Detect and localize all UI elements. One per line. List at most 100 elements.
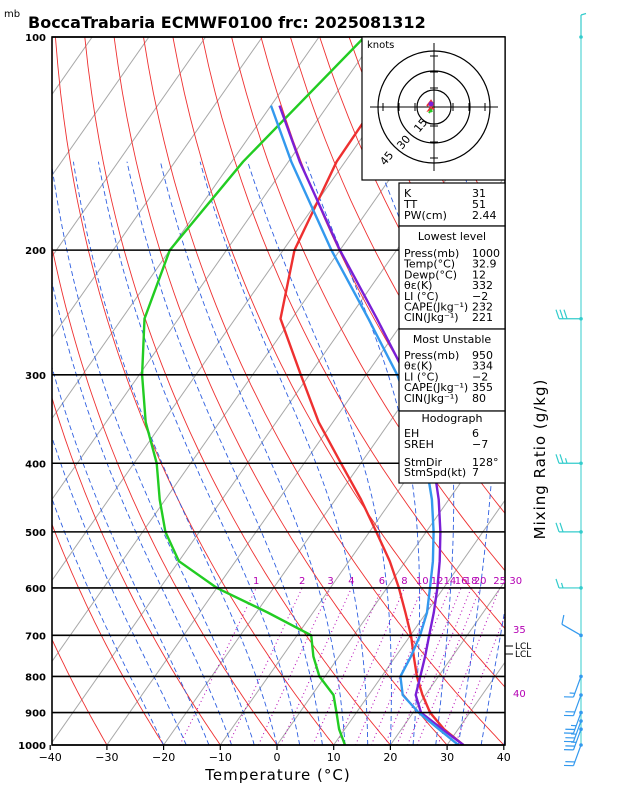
isotherm-line xyxy=(389,580,505,745)
index-label: CIN(Jkg⁻¹) xyxy=(404,311,459,324)
mixing-ratio-label: 16 xyxy=(455,576,468,587)
hodograph-ticks xyxy=(370,43,498,171)
index-value: 51 xyxy=(472,198,486,211)
mixing-ratio-label: 3 xyxy=(327,576,333,587)
dry-adiabat-line xyxy=(54,37,335,745)
wind-barb xyxy=(563,743,583,767)
index-value: 6 xyxy=(472,427,479,440)
dry-adiabat-line xyxy=(555,37,618,745)
wind-barb xyxy=(555,309,583,321)
mixing-ratio-axis-label: Mixing Ratio (g/kg) xyxy=(531,379,549,540)
moist-adiabat-line xyxy=(97,161,301,745)
mixing-ratio-label: 6 xyxy=(379,576,385,587)
pressure-tick-label: 800 xyxy=(25,672,46,683)
mixing-ratio-line xyxy=(355,587,423,745)
isotherm-line xyxy=(276,418,505,745)
isotherm-line xyxy=(333,499,505,745)
mixing-ratio-label: 20 xyxy=(474,576,487,587)
isotherm-line xyxy=(106,175,505,745)
mixing-ratio-line xyxy=(336,587,405,745)
x-axis-label: Temperature (°C) xyxy=(204,766,350,784)
chart-title: BoccaTrabaria ECMWF0100 frc: 2025081312 xyxy=(28,13,426,32)
index-value: 2.44 xyxy=(472,209,497,222)
index-value: 31 xyxy=(472,187,486,200)
mixing-ratio-label: 18 xyxy=(465,576,478,587)
mixing-ratio-line xyxy=(437,587,501,745)
mixing-ratio-line xyxy=(227,587,303,745)
temperature-tick-label: 20 xyxy=(383,751,397,764)
index-section-title: Lowest level xyxy=(418,230,486,243)
isotherm-line xyxy=(52,37,320,420)
pressure-tick-label: 700 xyxy=(25,631,46,642)
wind-barb xyxy=(563,719,583,743)
moist-adiabat-line xyxy=(199,161,369,745)
temperature-tick-label: 10 xyxy=(327,751,341,764)
stability-indices: K 31 TT 51 PW(cm) 2.44 Lowest level Press(mb) 10… xyxy=(398,182,506,484)
dry-adiabat-line xyxy=(52,396,221,745)
index-value: 232 xyxy=(472,301,493,314)
mixing-ratio-label: 8 xyxy=(401,576,407,587)
indices-box xyxy=(398,225,506,330)
hodograph: knots 15 30 45 xyxy=(361,36,506,181)
isotherm-line xyxy=(52,37,93,96)
indices-box xyxy=(398,410,506,484)
temperature-tick-label: 30 xyxy=(440,751,454,764)
pressure-tick-label: 200 xyxy=(25,246,46,257)
mixing-ratio-line xyxy=(370,587,438,745)
index-label: Temp(°C) xyxy=(403,258,455,271)
dry-adiabat-line xyxy=(260,37,505,515)
index-value: 355 xyxy=(472,381,493,394)
temperature-tick-label: −40 xyxy=(39,751,62,764)
index-value: −2 xyxy=(472,290,488,303)
dry-adiabat-line xyxy=(495,37,505,57)
wind-barbs xyxy=(555,12,587,767)
mixing-ratio-line xyxy=(257,587,332,745)
virtual-profile-line xyxy=(269,105,460,745)
index-label: CAPE(Jkg⁻¹) xyxy=(404,381,468,394)
index-label: EH xyxy=(404,427,419,440)
dry-adiabat-line xyxy=(143,37,505,745)
dry-adiabat-line xyxy=(172,37,505,688)
mixing-ratio-line xyxy=(280,587,352,745)
wind-barb xyxy=(579,12,587,39)
isotherm-line xyxy=(52,37,150,177)
mixing-ratio-label: 10 xyxy=(416,576,429,587)
index-label: θε(K) xyxy=(404,360,432,373)
mixing-ratio-label: 4 xyxy=(348,576,354,587)
index-value: 1000 xyxy=(472,247,500,260)
index-label: θε(K) xyxy=(404,279,432,292)
wind-barb xyxy=(563,693,583,717)
mixing-ratio-label: 12 xyxy=(431,576,444,587)
dry-adiabat-line xyxy=(52,245,278,745)
dry-adiabat-line xyxy=(52,638,108,745)
hodograph-unit-label: knots xyxy=(367,40,394,51)
lcl-markers: LCL LCL xyxy=(505,642,531,660)
index-value: 12 xyxy=(472,268,486,281)
mixing-ratio-line xyxy=(454,614,505,745)
pressure-tick-label: 400 xyxy=(25,459,46,470)
mixing-ratio-label: 40 xyxy=(513,689,526,700)
index-label: PW(cm) xyxy=(404,209,447,222)
index-value: 80 xyxy=(472,392,486,405)
pressure-tick-label: 600 xyxy=(25,584,46,595)
isotherm-line xyxy=(52,37,433,582)
temperature-tick-label: −30 xyxy=(95,751,118,764)
index-label: Press(mb) xyxy=(404,247,459,260)
index-label: CAPE(Jkg⁻¹) xyxy=(404,301,468,314)
index-value: 334 xyxy=(472,360,493,373)
mixing-ratio-line xyxy=(312,587,383,745)
index-label: LI (°C) xyxy=(404,290,439,303)
wind-barb xyxy=(563,674,583,698)
index-label: TT xyxy=(403,198,418,211)
moist-adiabat-line xyxy=(126,161,323,745)
temperature-tick-label: −10 xyxy=(209,751,232,764)
moist-adiabat-line xyxy=(457,161,496,745)
wind-barb xyxy=(563,710,583,734)
dry-adiabat-line xyxy=(613,37,618,745)
index-label: K xyxy=(404,187,412,200)
index-section-title: Hodograph xyxy=(422,412,483,425)
index-label: Press(mb) xyxy=(404,349,459,362)
isotherm-line xyxy=(52,37,377,501)
